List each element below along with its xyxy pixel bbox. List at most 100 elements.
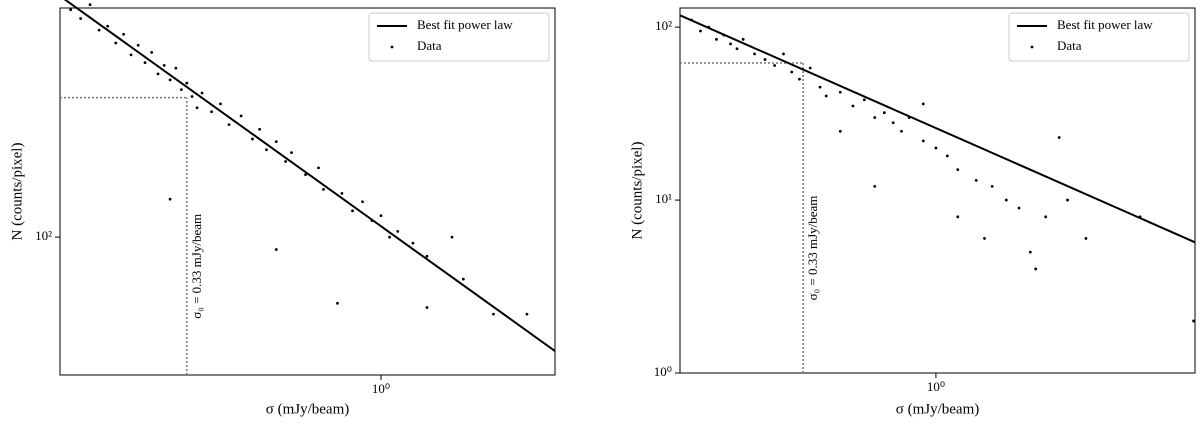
data-point xyxy=(956,168,960,172)
data-point xyxy=(322,187,325,191)
x-tick-label: 10⁰ xyxy=(927,379,945,394)
data-point xyxy=(122,32,125,36)
data-point xyxy=(699,29,702,33)
chart: 10⁰ 10⁰ 10¹ 10² σ (mJy/beam) N (counts/pixel)… xyxy=(629,7,1196,417)
data-point xyxy=(782,52,785,56)
data-point xyxy=(227,123,231,127)
data-point xyxy=(361,200,364,204)
data-point xyxy=(290,151,293,154)
legend-label: Best fit power law xyxy=(1057,17,1153,32)
data-point xyxy=(336,301,339,305)
data-point xyxy=(156,72,160,76)
data-point xyxy=(824,94,828,98)
data-point xyxy=(818,85,822,89)
data-point xyxy=(304,173,307,177)
data-point xyxy=(239,114,243,118)
data-point xyxy=(168,78,172,82)
data-point xyxy=(284,160,287,163)
x-axis-label: σ (mJy/beam) xyxy=(266,401,349,417)
data-point xyxy=(753,52,757,56)
data-point xyxy=(763,58,767,61)
data-point xyxy=(425,254,429,258)
legend-label: Best fit power law xyxy=(417,17,513,32)
data-point xyxy=(862,98,866,102)
legend-box xyxy=(1008,12,1190,62)
data-point xyxy=(974,178,978,182)
data-point xyxy=(983,237,986,240)
legend-point xyxy=(1030,45,1034,49)
data-point xyxy=(114,41,118,45)
data-point xyxy=(258,127,261,131)
data-point xyxy=(873,116,877,119)
data-point xyxy=(200,91,204,95)
data-point xyxy=(411,241,415,245)
data-point xyxy=(1017,206,1021,210)
data-point xyxy=(106,24,110,28)
data-point xyxy=(873,184,877,188)
data-point xyxy=(891,121,895,125)
data-point xyxy=(690,18,693,22)
data-point xyxy=(1138,215,1142,219)
data-point xyxy=(425,306,429,309)
data-point xyxy=(722,33,726,37)
data-point xyxy=(162,63,166,67)
data-point xyxy=(219,102,222,106)
data-point xyxy=(934,146,938,150)
x-axis-label: σ (mJy/beam) xyxy=(896,401,979,417)
data-point xyxy=(388,235,391,239)
data-point xyxy=(1084,237,1088,240)
data-point xyxy=(210,110,213,114)
data-point xyxy=(1057,136,1061,139)
data-point xyxy=(251,137,254,141)
data-point xyxy=(274,248,278,251)
data-point xyxy=(798,77,801,81)
data-point xyxy=(882,111,886,115)
plot-frame xyxy=(679,7,1196,374)
data-point xyxy=(143,61,147,65)
chart: 10⁰ 10² σ (mJy/beam) N (counts/pixel) σ₀ = 0… xyxy=(9,0,556,417)
data-point xyxy=(97,28,101,32)
data-point xyxy=(340,191,344,195)
data-point xyxy=(900,129,903,133)
data-point xyxy=(715,37,718,41)
data-point xyxy=(190,95,194,98)
y-tick-label: 10² xyxy=(35,228,52,243)
fit-line xyxy=(63,0,556,352)
data-point xyxy=(174,66,178,70)
data-point xyxy=(773,64,777,67)
data-point xyxy=(461,277,465,281)
data-point xyxy=(129,53,133,57)
y-axis-label: N (counts/pixel) xyxy=(9,143,25,241)
data-point xyxy=(185,81,189,85)
data-point xyxy=(808,66,812,70)
data-point xyxy=(838,90,842,94)
data-point xyxy=(907,116,911,119)
y-tick-label: 10¹ xyxy=(655,191,672,206)
data-point xyxy=(790,70,794,74)
legend-label: Data xyxy=(417,38,442,53)
data-point xyxy=(351,209,354,213)
data-point xyxy=(69,8,73,12)
data-point xyxy=(1004,198,1008,202)
data-point xyxy=(525,312,529,316)
data-point xyxy=(1034,267,1038,271)
data-point xyxy=(79,17,83,20)
data-point xyxy=(195,106,199,110)
data-point xyxy=(741,37,745,41)
data-point xyxy=(136,43,140,47)
data-point xyxy=(1028,250,1032,254)
data-point xyxy=(945,154,949,158)
data-point xyxy=(735,47,739,51)
data-point xyxy=(838,129,842,133)
data-point xyxy=(450,235,454,239)
legend: Best fit power law Data xyxy=(368,12,550,62)
annotation: σ₀ = 0.33 mJy/beam xyxy=(189,214,204,319)
data-point xyxy=(168,197,172,201)
data-point xyxy=(88,3,92,7)
y-tick-label: 10⁰ xyxy=(654,364,672,379)
legend-point xyxy=(390,45,394,49)
data-point xyxy=(370,219,374,223)
data-point xyxy=(707,25,711,29)
data-point xyxy=(1044,215,1048,219)
data-point xyxy=(729,42,732,46)
